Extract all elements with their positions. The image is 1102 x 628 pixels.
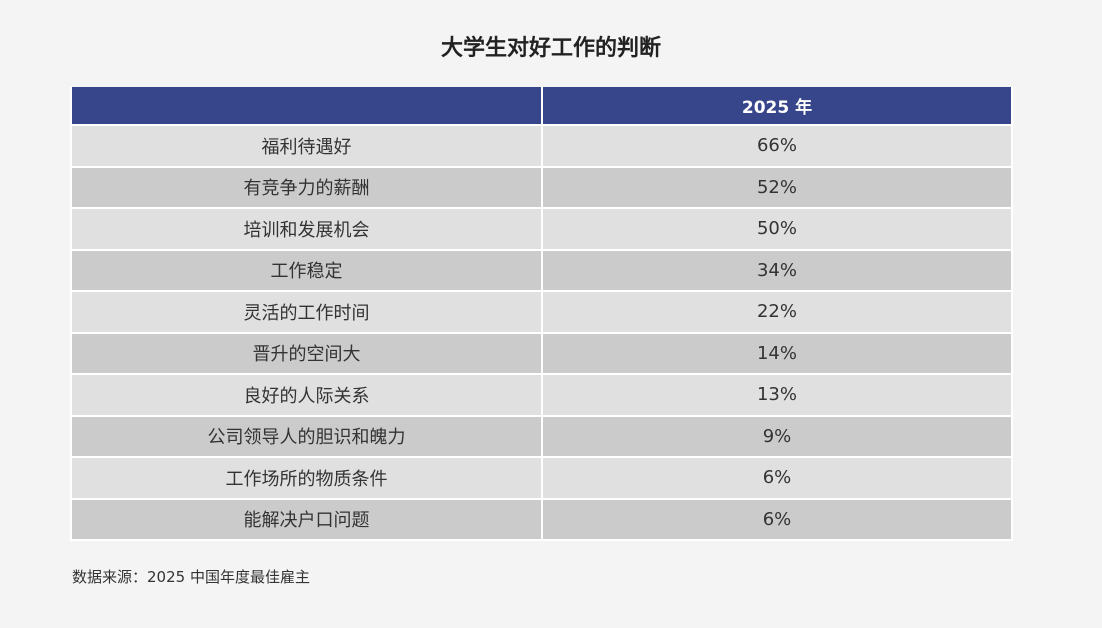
row-value: 6% xyxy=(541,456,1013,500)
row-label: 灵活的工作时间 xyxy=(70,290,543,334)
row-value: 34% xyxy=(541,248,1013,292)
row-value: 52% xyxy=(541,165,1013,209)
table-row: 公司领导人的胆识和魄力 9% xyxy=(70,414,1013,458)
table-row: 有竞争力的薪酬 52% xyxy=(70,165,1013,209)
header-label xyxy=(70,87,543,126)
source-note: 数据来源：2025 中国年度最佳雇主 xyxy=(72,568,310,586)
row-value: 14% xyxy=(541,331,1013,375)
table-row: 灵活的工作时间 22% xyxy=(70,290,1013,334)
row-value: 13% xyxy=(541,373,1013,417)
table-row: 晋升的空间大 14% xyxy=(70,331,1013,375)
row-value: 6% xyxy=(541,497,1013,541)
table-row: 能解决户口问题 6% xyxy=(70,497,1013,541)
row-value: 50% xyxy=(541,207,1013,251)
row-value: 22% xyxy=(541,290,1013,334)
row-value: 9% xyxy=(541,414,1013,458)
row-label: 能解决户口问题 xyxy=(70,497,543,541)
row-label: 公司领导人的胆识和魄力 xyxy=(70,414,543,458)
data-table: 2025 年 福利待遇好 66% 有竞争力的薪酬 52% 培训和发展机会 50% 工作稳定 3… xyxy=(70,87,1013,541)
row-label: 福利待遇好 xyxy=(70,124,543,168)
table-row: 工作场所的物质条件 6% xyxy=(70,456,1013,500)
header-year: 2025 年 xyxy=(541,87,1013,126)
row-label: 工作场所的物质条件 xyxy=(70,456,543,500)
table-row: 培训和发展机会 50% xyxy=(70,207,1013,251)
row-label: 有竞争力的薪酬 xyxy=(70,165,543,209)
table-row: 福利待遇好 66% xyxy=(70,124,1013,168)
row-label: 工作稳定 xyxy=(70,248,543,292)
table-row: 工作稳定 34% xyxy=(70,248,1013,292)
table-row: 良好的人际关系 13% xyxy=(70,373,1013,417)
row-label: 培训和发展机会 xyxy=(70,207,543,251)
table-header: 2025 年 xyxy=(70,87,1013,126)
row-label: 良好的人际关系 xyxy=(70,373,543,417)
page-title: 大学生对好工作的判断 xyxy=(440,36,661,61)
row-value: 66% xyxy=(541,124,1013,168)
row-label: 晋升的空间大 xyxy=(70,331,543,375)
